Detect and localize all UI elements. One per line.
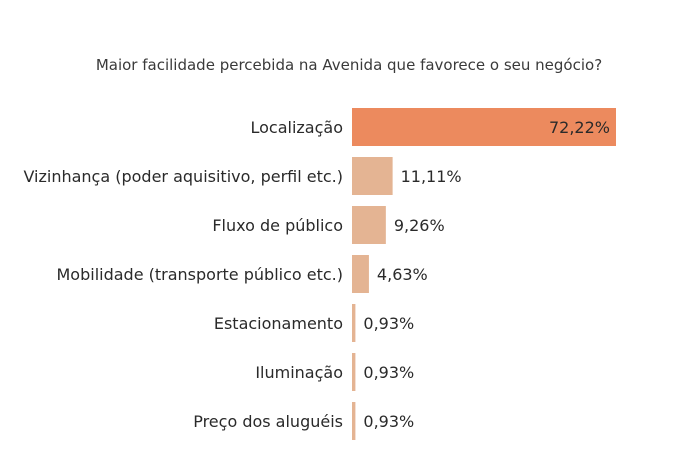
category-label: Vizinhança (poder aquisitivo, perfil etc… — [23, 167, 343, 186]
chart-title: Maior facilidade percebida na Avenida qu… — [96, 56, 602, 74]
value-label: 0,93% — [363, 314, 414, 333]
bar — [352, 157, 393, 195]
bar — [352, 304, 356, 342]
category-label: Localização — [250, 118, 343, 137]
value-label: 9,26% — [394, 216, 445, 235]
value-label: 4,63% — [377, 265, 428, 284]
bar — [352, 108, 616, 146]
bar — [352, 402, 356, 440]
bar — [352, 353, 356, 391]
category-label: Fluxo de público — [212, 216, 343, 235]
category-label: Preço dos aluguéis — [193, 412, 343, 431]
bar — [352, 255, 369, 293]
bar — [352, 206, 386, 244]
value-label: 0,93% — [363, 363, 414, 382]
bars-group: Localização 72,22% Vizinhança (poder aquis… — [23, 108, 616, 440]
value-label: 0,93% — [363, 412, 414, 431]
category-label: Iluminação — [255, 363, 343, 382]
value-label: 72,22% — [549, 118, 610, 137]
category-label: Mobilidade (transporte público etc.) — [57, 265, 344, 284]
category-label: Estacionamento — [214, 314, 343, 333]
value-label: 11,11% — [401, 167, 462, 186]
